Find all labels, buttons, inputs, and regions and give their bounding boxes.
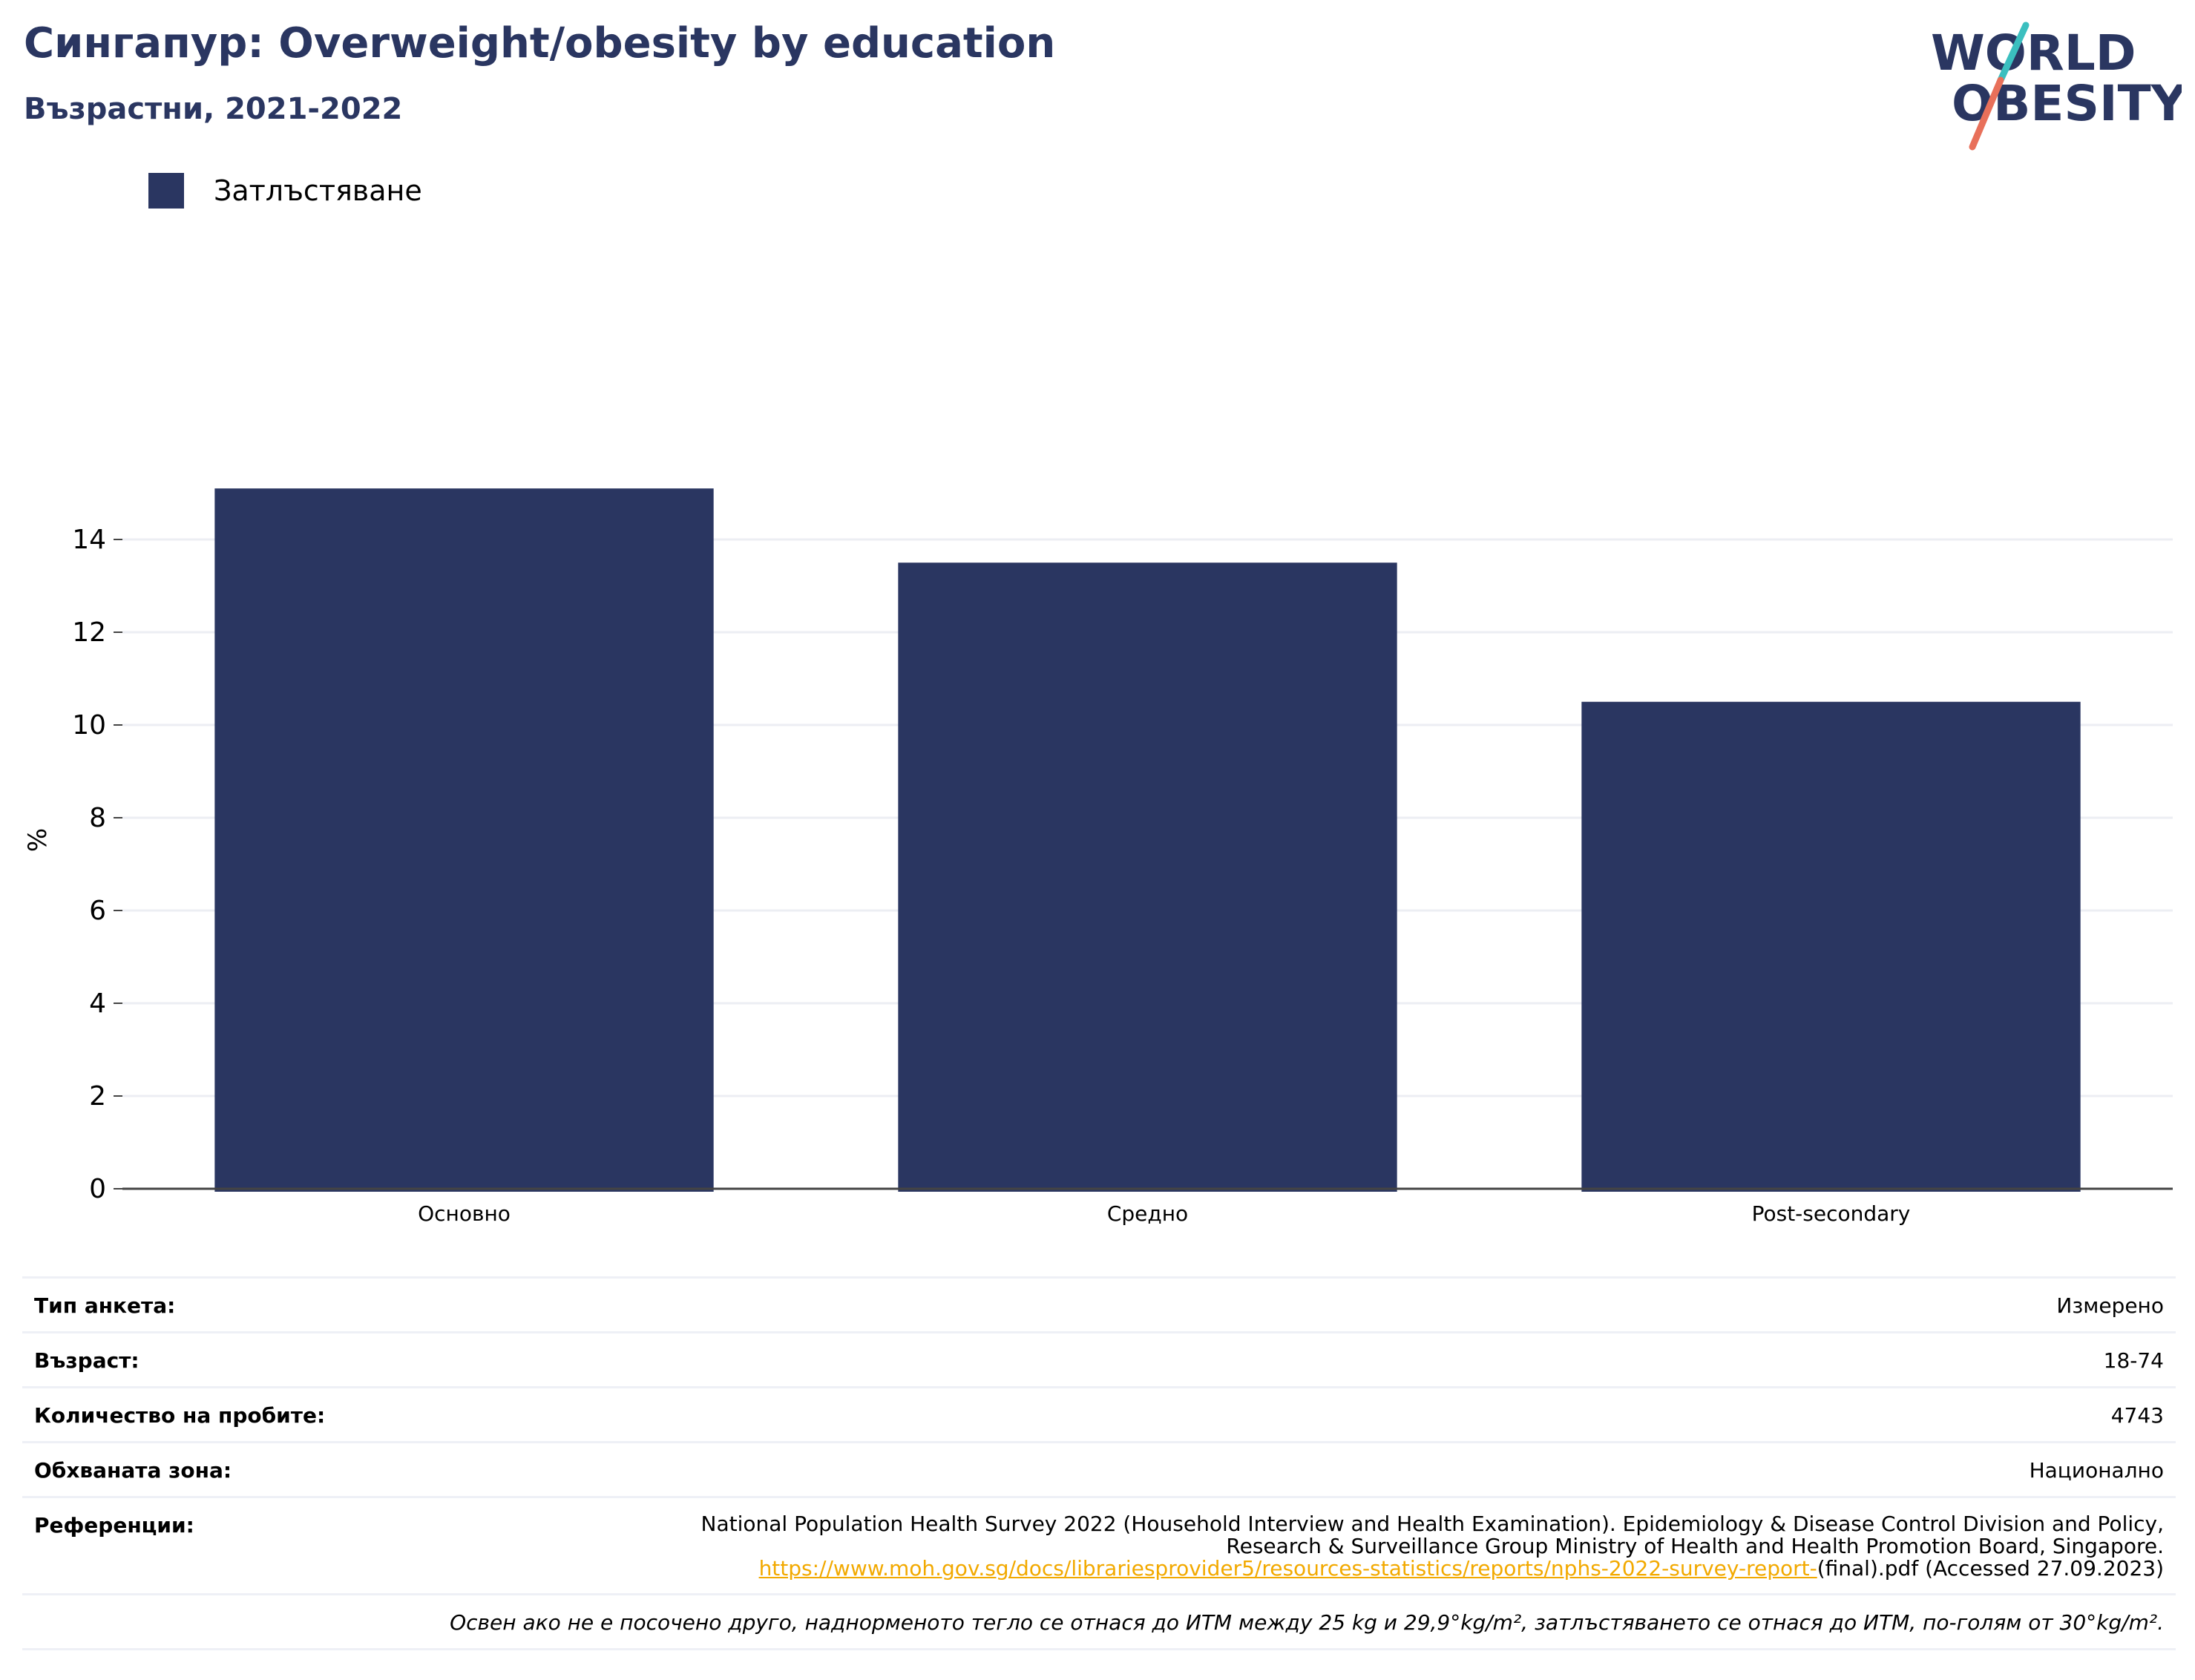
bar-1 <box>214 488 714 1192</box>
sample-size-value: 4743 <box>2110 1403 2164 1428</box>
survey-info-table: Тип анкета: Измерено Възраст: 18-74 Коли… <box>22 1276 2176 1650</box>
references-line-2: Research & Surveillance Group Ministry o… <box>1226 1534 2164 1558</box>
references-line-3: https://www.moh.gov.sg/docs/librariespro… <box>701 1558 2164 1580</box>
y-tick-label-4: 4 <box>89 988 106 1019</box>
definition-note: Освен ако не е посочено друго, наднормен… <box>450 1610 2164 1635</box>
logo-slash-bottom <box>1969 76 2004 151</box>
page-title: Сингапур: Overweight/obesity by educatio… <box>24 19 1056 68</box>
world-obesity-logo: WORLD OBESITY <box>1931 22 2182 151</box>
logo-word-world: WORLD <box>1931 24 2136 82</box>
bar-3 <box>1581 701 2081 1192</box>
legend-swatch-obesity <box>148 173 184 209</box>
y-tick-label-14: 14 <box>72 525 106 555</box>
references-label: Референции: <box>34 1513 194 1538</box>
logo-slash-top <box>1997 22 2030 84</box>
references-line-1: National Population Health Survey 2022 (… <box>701 1512 2164 1536</box>
info-row-references: Референции: National Population Health S… <box>22 1496 2176 1593</box>
age-value: 18-74 <box>2103 1348 2164 1373</box>
sample-size-label: Количество на пробите: <box>34 1403 326 1428</box>
info-row-area: Обхваната зона: Национално <box>22 1441 2176 1496</box>
y-tick-label-2: 2 <box>89 1081 106 1112</box>
y-tick-label-10: 10 <box>72 710 106 741</box>
x-tick-label-3: Post-secondary <box>1752 1201 1911 1226</box>
chart-legend: Затлъстяване <box>148 172 422 209</box>
info-row-note: Освен ако не е посочено друго, наднормен… <box>22 1593 2176 1650</box>
chart-bars <box>214 488 2081 1192</box>
y-tick-label-6: 6 <box>89 896 106 926</box>
survey-type-value: Измерено <box>2056 1293 2164 1318</box>
x-tick-label-2: Средно <box>1107 1201 1188 1226</box>
age-label: Възраст: <box>34 1348 140 1373</box>
info-row-survey-type: Тип анкета: Измерено <box>22 1276 2176 1331</box>
y-axis-ticks: 0 2 4 6 8 10 12 14 <box>72 525 122 1204</box>
info-row-age: Възраст: 18-74 <box>22 1331 2176 1386</box>
y-axis-title: % <box>23 828 53 852</box>
x-axis-labels: Основно Средно Post-secondary <box>418 1201 1910 1226</box>
area-value: Национално <box>2029 1458 2164 1483</box>
references-link-tail: (final).pdf (Accessed 27.09.2023) <box>1817 1556 2164 1581</box>
y-tick-label-12: 12 <box>72 617 106 648</box>
references-link[interactable]: https://www.moh.gov.sg/docs/librariespro… <box>758 1556 1817 1581</box>
legend-label-obesity: Затлъстяване <box>214 174 422 207</box>
y-tick-label-8: 8 <box>89 803 106 833</box>
logo-word-obesity: OBESITY <box>1952 75 2182 132</box>
bar-2 <box>898 562 1397 1192</box>
x-tick-label-1: Основно <box>418 1201 511 1226</box>
survey-type-label: Тип анкета: <box>34 1293 176 1318</box>
page-subtitle: Възрастни, 2021-2022 <box>24 92 403 126</box>
references-value: National Population Health Survey 2022 (… <box>701 1513 2164 1580</box>
y-tick-label-0: 0 <box>89 1174 106 1204</box>
info-row-sample-size: Количество на пробите: 4743 <box>22 1386 2176 1441</box>
area-label: Обхваната зона: <box>34 1458 232 1483</box>
